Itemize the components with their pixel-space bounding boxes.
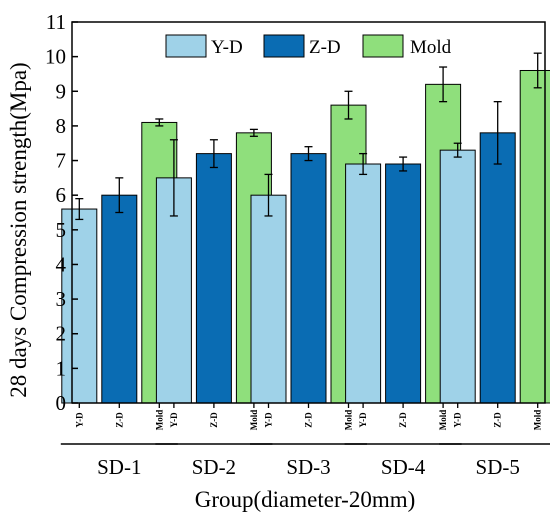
- error-bar: [344, 90, 353, 120]
- group-label: SD-1: [97, 455, 141, 479]
- bar-sub-label: Y-D: [358, 412, 368, 428]
- bar-sub-label: Mold: [344, 410, 354, 431]
- error-bar: [359, 152, 368, 176]
- y-tick-label: 6: [56, 183, 67, 207]
- y-tick-label: 3: [56, 287, 67, 311]
- bar-sub-label: Y-D: [74, 412, 84, 428]
- x-axis: Y-D Z-D Mold SD-1 Y-D Z-D Mold SD-2 Y-D Z-D Mold SD…: [60, 403, 550, 479]
- y-axis: 0 1 2 3 4 5 6 7 8 9 10 11: [45, 10, 78, 415]
- y-tick-label: 4: [56, 252, 67, 276]
- y-tick-label: 1: [56, 356, 67, 380]
- error-bar: [453, 142, 462, 158]
- error-bar: [439, 66, 448, 103]
- legend-item: Mold: [362, 34, 452, 58]
- legend-label: Y-D: [211, 37, 243, 58]
- y-tick-label: 9: [56, 79, 67, 103]
- bar-sub-label: Y-D: [264, 412, 274, 428]
- bar-y-d-sd-3: [250, 194, 287, 404]
- legend: Y-D Z-D Mold: [165, 34, 452, 58]
- bar-sub-label: Y-D: [453, 412, 463, 428]
- error-bar: [169, 139, 178, 217]
- error-bar: [115, 177, 124, 214]
- legend-item: Z-D: [263, 34, 341, 58]
- legend-label: Mold: [410, 37, 452, 58]
- y-tick-label: 5: [56, 218, 67, 242]
- y-axis-title: 28 days Compression strength(Mpa): [6, 62, 31, 397]
- legend-item: Y-D: [165, 34, 243, 58]
- y-tick-label: 2: [56, 322, 67, 346]
- bar-z-d-sd-5: [479, 132, 516, 404]
- error-bar: [249, 128, 258, 137]
- y-tick-label: 11: [46, 10, 66, 34]
- bar-sub-label: Mold: [438, 410, 448, 431]
- bar-sub-label: Z-D: [493, 412, 503, 428]
- error-bar: [75, 197, 84, 221]
- x-axis-title: Group(diameter-20mm): [195, 487, 416, 512]
- legend-swatch: [362, 34, 404, 58]
- legend-swatch: [165, 34, 207, 58]
- error-bar: [209, 139, 218, 169]
- bar-sub-label: Mold: [154, 410, 164, 431]
- bar-sub-label: Y-D: [169, 412, 179, 428]
- bar-sub-label: Z-D: [398, 412, 408, 428]
- bar-y-d-sd-5: [439, 149, 476, 404]
- bar-z-d-sd-2: [195, 153, 232, 404]
- bar-z-d-sd-4: [385, 163, 422, 404]
- bar-sub-label: Z-D: [209, 412, 219, 428]
- y-tick-label: 7: [56, 149, 67, 173]
- bar-sub-label: Mold: [533, 410, 543, 431]
- error-bar: [264, 173, 273, 217]
- bar-sub-label: Z-D: [304, 412, 314, 428]
- legend-label: Z-D: [309, 37, 341, 58]
- group-label: SD-3: [286, 455, 330, 479]
- bars-layer: [61, 69, 550, 404]
- error-bar: [304, 146, 313, 162]
- bar-y-d-sd-4: [345, 163, 382, 404]
- error-bar: [493, 101, 502, 165]
- legend-swatch: [263, 34, 305, 58]
- y-tick-label: 8: [56, 114, 67, 138]
- bar-sub-label: Mold: [249, 410, 259, 431]
- bar-z-d-sd-3: [290, 153, 327, 404]
- y-tick-label: 10: [45, 45, 66, 69]
- error-bar: [155, 118, 164, 127]
- error-bar: [533, 52, 542, 89]
- error-bars-layer: [75, 52, 542, 221]
- group-label: SD-5: [476, 455, 520, 479]
- y-tick-label: 0: [56, 391, 67, 415]
- error-bar: [399, 156, 408, 172]
- group-label: SD-4: [381, 455, 426, 479]
- bar-sub-label: Z-D: [114, 412, 124, 428]
- bar-z-d-sd-1: [101, 194, 138, 404]
- group-label: SD-2: [192, 455, 236, 479]
- bar-y-d-sd-1: [61, 208, 98, 404]
